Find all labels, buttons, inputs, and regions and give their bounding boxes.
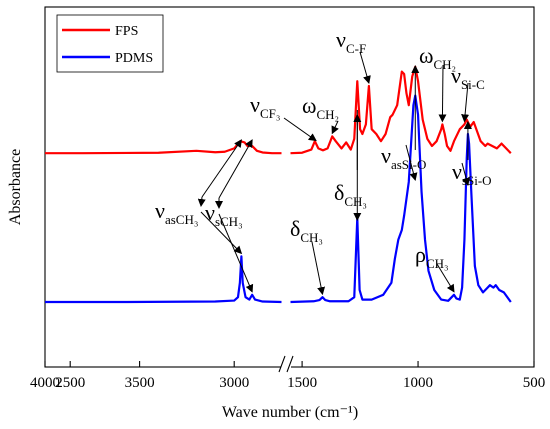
- annotation-symbol: δCH₃: [290, 216, 323, 245]
- annotation-symbol: νasCH₃: [155, 198, 198, 227]
- annotation-arrow: [436, 263, 455, 293]
- annotation-subscript: CF₃: [260, 106, 280, 121]
- annotation-subscript: C-F: [346, 41, 366, 56]
- annotation-arrow: [461, 162, 470, 186]
- peak-annotation: δCH₃: [290, 216, 326, 296]
- peak-annotation: δCH₃: [334, 110, 367, 221]
- annotation-symbol: νCF₃: [250, 92, 280, 121]
- series-line-fps-right: [290, 65, 512, 155]
- axis-break-slash-right: [286, 355, 294, 373]
- annotation-subscript: CH₃: [300, 230, 323, 245]
- annotation-arrow: [283, 117, 317, 142]
- annotation-subscript: asSi-O: [391, 157, 426, 172]
- x-axis-title: Wave number (cm⁻¹): [222, 404, 358, 421]
- annotation-symbol: δCH₃: [334, 180, 367, 209]
- x-axis-tick-labels: 4000 3500 3000 2500 1500 1000 500: [30, 375, 545, 391]
- x-tick-label: 3500: [125, 375, 155, 391]
- y-axis-title: Absorbance: [7, 149, 24, 225]
- annotation-arrow-down: [218, 213, 254, 293]
- annotation-arrow: [405, 144, 418, 181]
- x-tick-label: 1500: [287, 375, 317, 391]
- series-line-pdms-right: [290, 94, 512, 304]
- annotation-arrow: [461, 82, 470, 123]
- annotation-arrow: [197, 196, 206, 207]
- annotation-arrow: [359, 51, 371, 84]
- peak-annotation: ρCH₃: [415, 242, 455, 293]
- x-axis-ticks: [44, 361, 535, 367]
- legend: FPS PDMS: [56, 14, 164, 73]
- annotation-arrow: [331, 120, 339, 135]
- peak-annotation: νSi-C: [451, 63, 485, 123]
- annotation-subscript: CH₂: [433, 57, 456, 72]
- annotation-arrow-up: [201, 139, 242, 198]
- annotation-subscript: Si-C: [461, 77, 485, 92]
- peak-annotation: νsCH₃: [205, 139, 254, 293]
- annotation-arrow: [311, 241, 326, 296]
- x-tick-label: 4000: [30, 375, 60, 391]
- x-tick-label: 2500: [55, 375, 85, 391]
- peak-annotation: νC-F: [336, 27, 371, 84]
- annotation-arrow-up: [218, 139, 253, 199]
- annotation-subscript: sCH₃: [215, 214, 243, 229]
- annotation-symbol: ρCH₃: [415, 242, 449, 271]
- annotation-symbol: νsSi-O: [452, 159, 492, 188]
- legend-box: [56, 14, 164, 73]
- annotation-subscript: CH₂: [316, 107, 339, 122]
- annotation-subscript: asCH₃: [165, 212, 198, 227]
- legend-label-fps: FPS: [115, 24, 138, 39]
- annotation-subscript: CH₃: [426, 256, 449, 271]
- annotation-arrow-down: [200, 211, 243, 255]
- annotation-subscript: CH₃: [344, 194, 367, 209]
- annotation-arrow: [438, 64, 447, 123]
- annotation-symbol: νC-F: [336, 27, 366, 56]
- axis-break-marker: [278, 355, 294, 373]
- legend-label-pdms: PDMS: [115, 51, 153, 66]
- x-tick-label: 500: [523, 375, 546, 391]
- annotation-symbol: ωCH₂: [302, 93, 339, 122]
- axis-break-slash-left: [278, 355, 286, 373]
- series-line-pdms-left: [45, 255, 282, 304]
- x-tick-label: 3000: [219, 375, 249, 391]
- x-tick-label: 1000: [403, 375, 433, 391]
- peak-annotation: ωCH₂: [302, 93, 339, 135]
- axis-break-gap: [281, 358, 291, 370]
